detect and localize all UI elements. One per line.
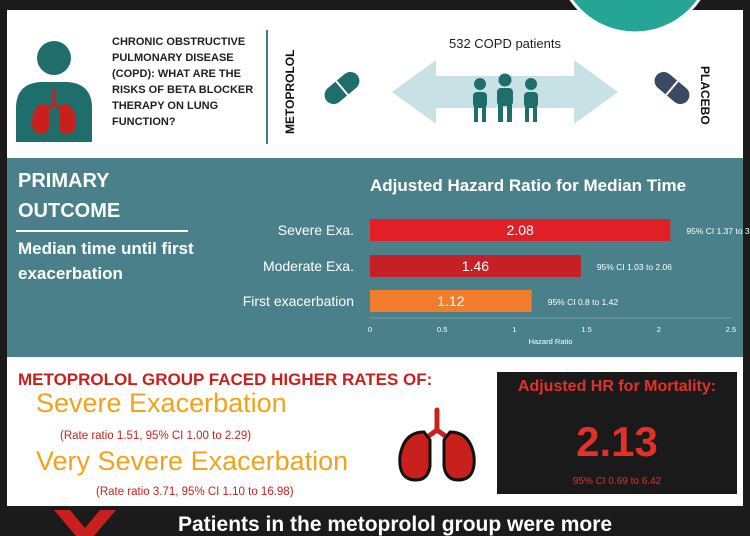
severe-exacerbation: Severe Exacerbation bbox=[36, 388, 287, 418]
x-tick-label: 1 bbox=[512, 325, 516, 334]
patient-count: 532 COPD patients bbox=[448, 36, 561, 51]
bar bbox=[370, 290, 532, 312]
bar bbox=[370, 255, 581, 277]
higher-rates-heading: METOPROLOL GROUP FACED HIGHER RATES OF: bbox=[18, 370, 433, 389]
outcome-divider bbox=[16, 230, 188, 232]
outcome-measure: Median time until first exacerbation bbox=[18, 239, 194, 283]
category-label: Severe Exa. bbox=[278, 222, 354, 238]
metoprolol-label: METOPROLOL bbox=[283, 49, 297, 134]
category-label: Moderate Exa. bbox=[263, 258, 354, 274]
metoprolol-pill-icon bbox=[324, 71, 360, 105]
x-tick-label: 0 bbox=[368, 325, 372, 334]
people-icon bbox=[473, 73, 538, 122]
bottom-banner bbox=[42, 506, 742, 536]
mortality-box bbox=[497, 372, 737, 494]
patient-lungs-icon bbox=[16, 41, 92, 142]
divider bbox=[266, 30, 268, 144]
bar-value-label: 1.12 bbox=[437, 293, 464, 309]
bar bbox=[370, 219, 671, 241]
ci-label: 95% CI 1.37 to 3.14 bbox=[686, 226, 750, 236]
banner-text: Patients in the metoprolol group were mo… bbox=[178, 513, 613, 536]
mortality-title: Adjusted HR for Mortality: bbox=[517, 378, 717, 395]
placebo-label: PLACEBO bbox=[698, 66, 712, 125]
ci-label: 95% CI 1.03 to 2.06 bbox=[597, 262, 672, 272]
double-arrow-icon bbox=[392, 60, 618, 124]
very-severe-rate: (Rate ratio 3.71, 95% CI 1.10 to 16.98) bbox=[96, 486, 294, 498]
x-tick-label: 0.5 bbox=[437, 325, 447, 334]
mortality-value: 2.13 bbox=[576, 418, 658, 465]
x-axis-label: Hazard Ratio bbox=[529, 337, 573, 346]
mortality-ci: 95% CI 0.69 to 6.42 bbox=[572, 476, 662, 487]
x-tick-label: 2 bbox=[657, 325, 661, 334]
bar-value-label: 2.08 bbox=[507, 222, 534, 238]
primary-outcome-heading: PRIMARY OUTCOME bbox=[18, 170, 121, 222]
ci-label: 95% CI 0.8 to 1.42 bbox=[548, 297, 619, 307]
lungs-icon bbox=[398, 407, 476, 482]
hazard-ratio-chart: Severe Exa. 2.08 95% CI 1.37 to 3.14 Modera… bbox=[243, 219, 750, 346]
category-label: First exacerbation bbox=[243, 293, 354, 309]
bar-value-label: 1.46 bbox=[462, 258, 489, 274]
header-panel bbox=[7, 10, 743, 158]
badge-circle bbox=[569, 0, 701, 35]
chart-title: Adjusted Hazard Ratio for Median Time bbox=[370, 176, 687, 195]
severe-rate: (Rate ratio 1.51, 95% CI 1.00 to 2.29) bbox=[60, 430, 252, 442]
cross-mark-icon bbox=[54, 510, 116, 536]
very-severe-exacerbation: Very Severe Exacerbation bbox=[36, 446, 349, 476]
x-tick-label: 2.5 bbox=[726, 325, 736, 334]
study-question: CHRONIC OBSTRUCTIVE PULMONARY DISEASE (C… bbox=[112, 36, 254, 128]
placebo-pill-icon bbox=[654, 71, 690, 105]
x-tick-label: 1.5 bbox=[581, 325, 591, 334]
